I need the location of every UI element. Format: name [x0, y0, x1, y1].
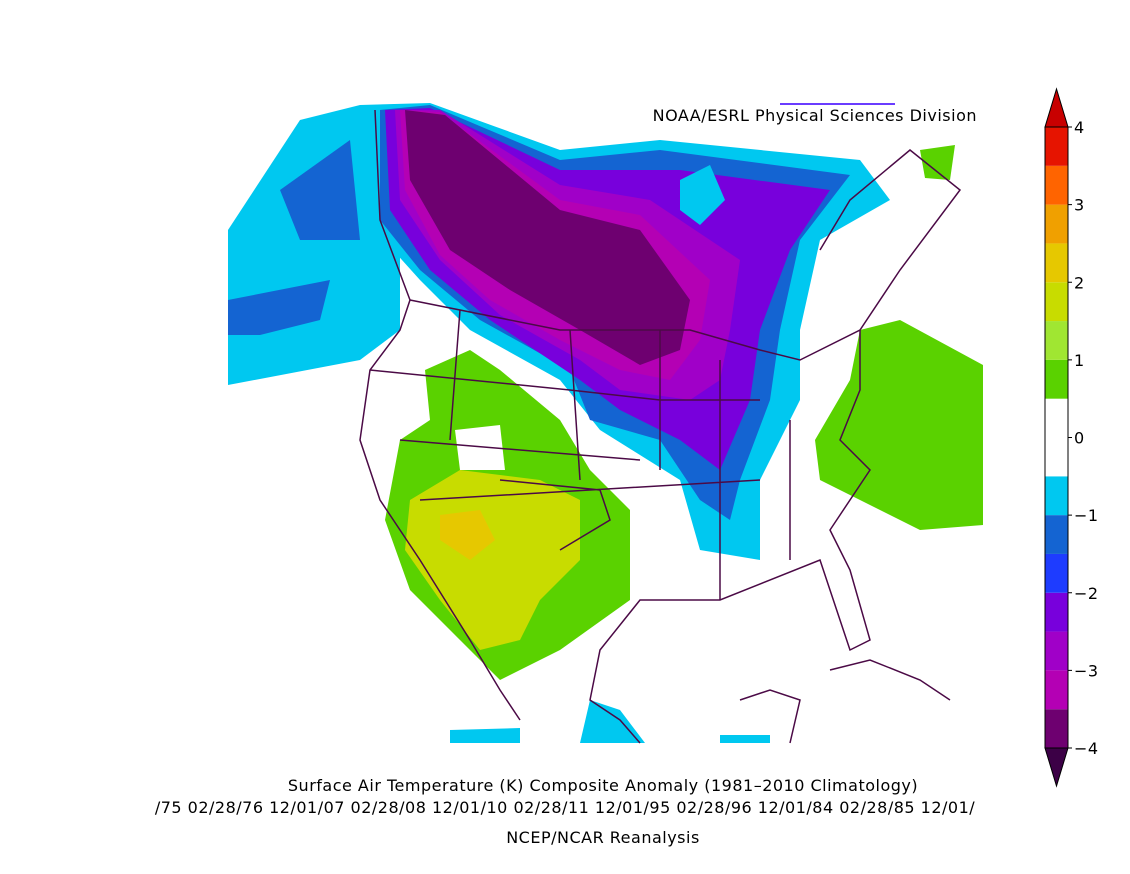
colorbar-tick-label: 2	[1074, 273, 1085, 292]
colorbar-box	[1045, 553, 1068, 593]
map	[228, 103, 983, 744]
colorbar-tick-label: −4	[1074, 739, 1099, 758]
colorbar-box	[1045, 709, 1068, 748]
colorbar-box	[1045, 398, 1068, 438]
colorbar-box	[1045, 321, 1068, 360]
colorbar-box	[1045, 437, 1068, 477]
colorbar-box	[1045, 515, 1068, 554]
colorbar-tick-label: 0	[1074, 429, 1085, 448]
colorbar-box	[1045, 359, 1068, 399]
colorbar-tick-label: −2	[1074, 584, 1099, 603]
footer: NCEP/NCAR Reanalysis	[506, 828, 700, 847]
colorbar-box	[1045, 476, 1068, 516]
colorbar-tick-label: 1	[1074, 351, 1085, 370]
colorbar-box	[1045, 204, 1068, 244]
colorbar-tick-label: 4	[1074, 118, 1085, 137]
colorbar-box	[1045, 243, 1068, 283]
subtitle: /75 02/28/76 12/01/07 02/28/08 12/01/10 …	[155, 798, 975, 817]
colorbar-tick-label: 3	[1074, 196, 1085, 215]
source-label: NOAA/ESRL Physical Sciences Division	[653, 106, 977, 125]
colorbar-box	[1045, 592, 1068, 632]
colorbar: −4 −3 −2 −1 0 1 2 3 4	[1044, 87, 1099, 788]
colorbar-box	[1045, 127, 1068, 166]
colorbar-under	[1044, 747, 1069, 788]
colorbar-tick-label: −3	[1074, 661, 1099, 680]
colorbar-box	[1045, 282, 1068, 322]
colorbar-over	[1044, 87, 1069, 128]
colorbar-box	[1045, 631, 1068, 671]
colorbar-box	[1045, 165, 1068, 205]
title: Surface Air Temperature (K) Composite An…	[288, 776, 918, 795]
colorbar-box	[1045, 670, 1068, 710]
colorbar-tick-label: −1	[1074, 506, 1099, 525]
